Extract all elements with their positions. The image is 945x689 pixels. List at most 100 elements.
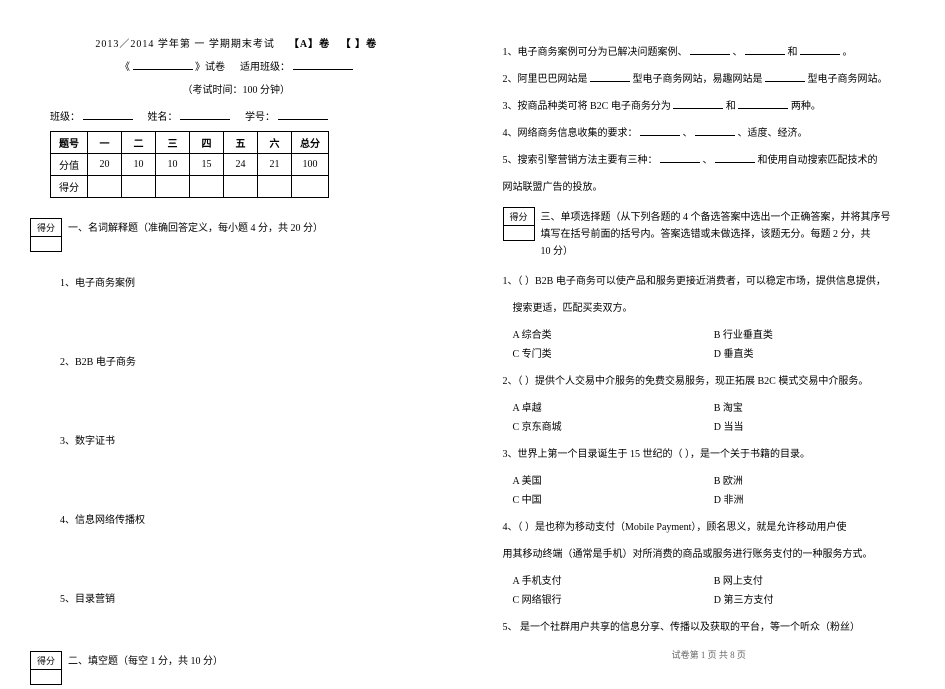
q1-4: 4、信息网络传播权 — [60, 511, 443, 526]
opt-a: A 美国 — [513, 472, 714, 487]
sec3-line-b: 填写在括号前面的括号内。答案选错或未做选择，该题无分。每题 2 分，共 — [541, 226, 891, 243]
text: 2、阿里巴巴网站是 — [503, 74, 588, 85]
opt-c: C 网络银行 — [513, 591, 714, 606]
bracket-close: 》试卷 — [195, 62, 225, 73]
opt-b: B 欧洲 — [714, 472, 915, 487]
sec3-line-a: 三、单项选择题（从下列各题的 4 个备选答案中选出一个正确答案，并将其序号 — [541, 209, 891, 226]
td — [122, 176, 156, 198]
score-table: 题号 一 二 三 四 五 六 总分 分值 20 10 10 15 24 21 1… — [50, 131, 329, 198]
table-row: 得分 — [51, 176, 329, 198]
opt-c: C 专门类 — [513, 345, 714, 360]
class-label: 班级： — [50, 112, 80, 123]
opt-b: B 行业垂直类 — [714, 326, 915, 341]
header-year-line: 2013／2014 学年第 一 学期期末考试 【A】卷 【 】卷 — [30, 35, 443, 50]
td — [292, 176, 329, 198]
header-year: 2013／2014 学年第 一 学期期末考试 — [95, 39, 275, 50]
page-right: 1、电子商务案例可分为已解决问题案例、 、 和 。 2、阿里巴巴网站是 型电子商… — [473, 0, 945, 669]
mc-1b: 搜索更适，匹配买卖双方。 — [503, 299, 916, 318]
mini-score-box: 得分 — [503, 207, 535, 241]
mc-4-opts2: C 网络银行 D 第三方支付 — [513, 591, 916, 606]
paper-type-b: 【 】卷 — [341, 39, 378, 50]
mini-score-box: 得分 — [30, 651, 62, 685]
fill-4: 4、网络商务信息收集的要求： 、 、适度、经济。 — [503, 124, 916, 143]
text: 和 — [726, 101, 736, 112]
td — [224, 176, 258, 198]
td: 100 — [292, 154, 329, 176]
apply-class-blank — [293, 58, 353, 70]
text: 1、电子商务案例可分为已解决问题案例、 — [503, 47, 688, 58]
text: 5、搜索引擎营销方法主要有三种： — [503, 155, 658, 166]
q1-2: 2、B2B 电子商务 — [60, 353, 443, 368]
opt-d: D 当当 — [714, 418, 915, 433]
mini-label: 得分 — [31, 219, 62, 237]
fill-5: 5、搜索引擎营销方法主要有三种： 、 和使用自动搜索匹配技术的 — [503, 151, 916, 170]
mc-3-opts: A 美国 B 欧洲 — [513, 472, 916, 487]
id-blank — [278, 108, 328, 120]
student-info-row: 班级： 姓名： 学号： — [30, 108, 443, 123]
fill-1: 1、电子商务案例可分为已解决问题案例、 、 和 。 — [503, 43, 916, 62]
section-2-title: 二、填空题（每空 1 分，共 10 分） — [62, 651, 223, 670]
blank — [660, 151, 700, 163]
q1-5: 5、目录营销 — [60, 590, 443, 605]
opt-c: C 中国 — [513, 491, 714, 506]
blank — [640, 124, 680, 136]
td — [88, 176, 122, 198]
section-3-title: 三、单项选择题（从下列各题的 4 个备选答案中选出一个正确答案，并将其序号 填写… — [535, 207, 891, 260]
blank — [695, 124, 735, 136]
paper-type-a: 【A】卷 — [289, 39, 330, 50]
blank — [690, 43, 730, 55]
mc-1-opts: A 综合类 B 行业垂直类 — [513, 326, 916, 341]
section-3-block: 得分 三、单项选择题（从下列各题的 4 个备选答案中选出一个正确答案，并将其序号… — [503, 207, 916, 260]
td: 10 — [122, 154, 156, 176]
opt-d: D 垂直类 — [714, 345, 915, 360]
apply-class-lbl: 适用班级： — [240, 62, 290, 73]
mini-blank — [503, 226, 534, 241]
opt-c: C 京东商城 — [513, 418, 714, 433]
blank — [590, 70, 630, 82]
blank — [745, 43, 785, 55]
name-label: 姓名： — [148, 112, 178, 123]
th: 五 — [224, 132, 258, 154]
th: 题号 — [51, 132, 88, 154]
opt-b: B 淘宝 — [714, 399, 915, 414]
td: 20 — [88, 154, 122, 176]
page-left: 2013／2014 学年第 一 学期期末考试 【A】卷 【 】卷 《 》试卷 适… — [0, 0, 473, 669]
blank — [800, 43, 840, 55]
mc-4b: 用其移动终端（通常是手机）对所消费的商品或服务进行账务支付的一种服务方式。 — [503, 545, 916, 564]
opt-a: A 卓越 — [513, 399, 714, 414]
td: 得分 — [51, 176, 88, 198]
blank — [673, 97, 723, 109]
mc-3a: 3、世界上第一个目录诞生于 15 世纪的（ ），是一个关于书籍的目录。 — [503, 445, 916, 464]
subject-blank — [133, 58, 193, 70]
text: 、 — [733, 47, 743, 58]
text: 和使用自动搜索匹配技术的 — [758, 155, 878, 166]
section-2-block: 得分 二、填空题（每空 1 分，共 10 分） — [30, 651, 443, 689]
mc-5a: 5、 是一个社群用户共享的信息分享、传播以及获取的平台，等一个听众（粉丝） — [503, 618, 916, 637]
mini-score-box: 得分 — [30, 218, 62, 252]
mini-blank — [31, 237, 62, 252]
table-row: 分值 20 10 10 15 24 21 100 — [51, 154, 329, 176]
text: 3、按商品种类可将 B2C 电子商务分为 — [503, 101, 671, 112]
class-blank — [83, 108, 133, 120]
blank — [738, 97, 788, 109]
opt-d: D 非洲 — [714, 491, 915, 506]
td: 分值 — [51, 154, 88, 176]
mc-2-opts2: C 京东商城 D 当当 — [513, 418, 916, 433]
name-blank — [180, 108, 230, 120]
page-footer: 试卷第 1 页 共 8 页 — [473, 648, 945, 661]
td: 15 — [190, 154, 224, 176]
text: 、 — [703, 155, 713, 166]
mc-4-opts: A 手机支付 B 网上支付 — [513, 572, 916, 587]
th: 六 — [258, 132, 292, 154]
fill-3: 3、按商品种类可将 B2C 电子商务分为 和 两种。 — [503, 97, 916, 116]
header-subject-line: 《 》试卷 适用班级： — [30, 58, 443, 73]
td: 24 — [224, 154, 258, 176]
opt-d: D 第三方支付 — [714, 591, 915, 606]
opt-a: A 综合类 — [513, 326, 714, 341]
text: 。 — [843, 47, 853, 58]
mini-label: 得分 — [31, 652, 62, 670]
text: 和 — [788, 47, 798, 58]
text: 两种。 — [791, 101, 821, 112]
mc-1-opts2: C 专门类 D 垂直类 — [513, 345, 916, 360]
mc-1a: 1、（ ）B2B 电子商务可以使产品和服务更接近消费者，可以稳定市场，提供信息提… — [503, 272, 916, 291]
